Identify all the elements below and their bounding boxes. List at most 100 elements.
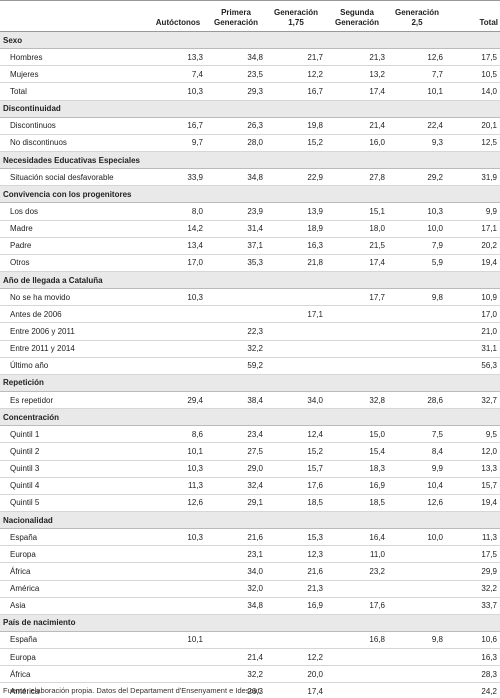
- cell: 24,2: [446, 682, 500, 698]
- cell: 32,2: [446, 580, 500, 598]
- row-label: Padre: [0, 237, 150, 255]
- section-row: País de nacimiento: [0, 614, 500, 632]
- cell: 34,0: [266, 391, 326, 410]
- section-row: Convivencia con los progenitores: [0, 185, 500, 204]
- cell: 10,9: [446, 288, 500, 307]
- cell: 9,7: [150, 134, 206, 152]
- header-row: Autóctonos Primera Generación Generación 1…: [0, 0, 500, 32]
- data-row: Total 10,3 29,3 16,7 17,4 10,1 14,0: [0, 82, 500, 101]
- cell: 23,5: [206, 65, 266, 84]
- data-row: Es repetidor 29,4 38,4 34,0 32,8 28,6 32,7: [0, 391, 500, 410]
- row-label: Discontinuos: [0, 117, 150, 135]
- cell: [206, 288, 266, 307]
- cell: [150, 357, 206, 375]
- cell: 29,3: [206, 82, 266, 101]
- section-title: Convivencia con los progenitores: [0, 185, 500, 204]
- cell: 32,2: [206, 665, 266, 684]
- cell: 13,4: [150, 237, 206, 255]
- row-label: África: [0, 562, 150, 581]
- cell: [150, 562, 206, 581]
- cell: 37,1: [206, 237, 266, 255]
- row-label: España: [0, 528, 150, 547]
- cell: 11,0: [326, 545, 388, 564]
- cell: 35,3: [206, 254, 266, 272]
- cell: 12,4: [266, 425, 326, 444]
- cell: 12,2: [266, 65, 326, 84]
- section-title: Repetición: [0, 374, 500, 392]
- cell: 9,9: [388, 460, 446, 478]
- row-label: Europa: [0, 545, 150, 564]
- corner: [0, 0, 150, 32]
- data-row: Madre 14,2 31,4 18,9 18,0 10,0 17,1: [0, 220, 500, 238]
- row-label: Total: [0, 82, 150, 101]
- section-title: País de nacimiento: [0, 614, 500, 632]
- cell: 21,6: [266, 562, 326, 581]
- cell: 31,4: [206, 220, 266, 238]
- data-row: Quintil 5 12,6 29,1 18,5 18,5 12,6 19,4: [0, 494, 500, 512]
- cell: 11,3: [150, 477, 206, 495]
- cell: 14,2: [150, 220, 206, 238]
- cell: [206, 631, 266, 650]
- cell: [388, 682, 446, 698]
- cell: 16,7: [266, 82, 326, 101]
- column-header: Generación 1,75: [266, 0, 326, 32]
- cell: [266, 631, 326, 650]
- data-row: Discontinuos 16,7 26,3 19,8 21,4 22,4 20,1: [0, 117, 500, 135]
- cell: 10,5: [446, 65, 500, 84]
- cell: 15,1: [326, 202, 388, 221]
- cell: 22,4: [388, 117, 446, 135]
- data-row: Europa 21,4 12,2 16,3: [0, 648, 500, 667]
- cell: 12,3: [266, 545, 326, 564]
- data-row: América 32,0 21,3 32,2: [0, 580, 500, 598]
- cell: 17,6: [326, 597, 388, 615]
- cell: 18,3: [326, 460, 388, 478]
- row-label: Situación social desfavorable: [0, 168, 150, 187]
- cell: [326, 340, 388, 358]
- cell: 12,0: [446, 442, 500, 461]
- cell: [150, 545, 206, 564]
- row-label: Quintil 3: [0, 460, 150, 478]
- section-row: Repetición: [0, 374, 500, 392]
- cell: 9,5: [446, 425, 500, 444]
- data-row: Los dos 8,0 23,9 13,9 15,1 10,3 9,9: [0, 202, 500, 221]
- cell: 59,2: [206, 357, 266, 375]
- section-title: Necesidades Educativas Especiales: [0, 151, 500, 170]
- cell: 17,0: [150, 254, 206, 272]
- cell: 16,0: [326, 134, 388, 152]
- cell: 15,2: [266, 134, 326, 152]
- cell: 17,7: [326, 288, 388, 307]
- cell: 12,6: [388, 48, 446, 67]
- cell: [326, 648, 388, 667]
- cell: [266, 322, 326, 341]
- cell: 16,3: [266, 237, 326, 255]
- cell: 15,2: [266, 442, 326, 461]
- cell: 32,0: [206, 580, 266, 598]
- cell: [150, 682, 206, 698]
- row-label: No discontinuos: [0, 134, 150, 152]
- data-row: Quintil 3 10,3 29,0 15,7 18,3 9,9 13,3: [0, 460, 500, 478]
- cell: 16,7: [150, 117, 206, 135]
- cell: 29,4: [150, 391, 206, 410]
- cell: 7,9: [388, 237, 446, 255]
- cell: [388, 580, 446, 598]
- cell: 17,4: [266, 682, 326, 698]
- cell: 21,3: [326, 48, 388, 67]
- cell: 10,0: [388, 220, 446, 238]
- row-label: Quintil 1: [0, 425, 150, 444]
- row-label: Otros: [0, 254, 150, 272]
- cell: 17,5: [446, 545, 500, 564]
- row-label: América: [0, 682, 150, 698]
- cell: 19,8: [266, 117, 326, 135]
- cell: 16,8: [326, 631, 388, 650]
- cell: 23,4: [206, 425, 266, 444]
- row-label: Madre: [0, 220, 150, 238]
- cell: 13,3: [150, 48, 206, 67]
- cell: 31,1: [446, 340, 500, 358]
- cell: 23,2: [326, 562, 388, 581]
- cell: 23,9: [206, 202, 266, 221]
- cell: 33,9: [150, 168, 206, 187]
- cell: 28,6: [388, 391, 446, 410]
- cell: 10,3: [388, 202, 446, 221]
- cell: 10,3: [150, 288, 206, 307]
